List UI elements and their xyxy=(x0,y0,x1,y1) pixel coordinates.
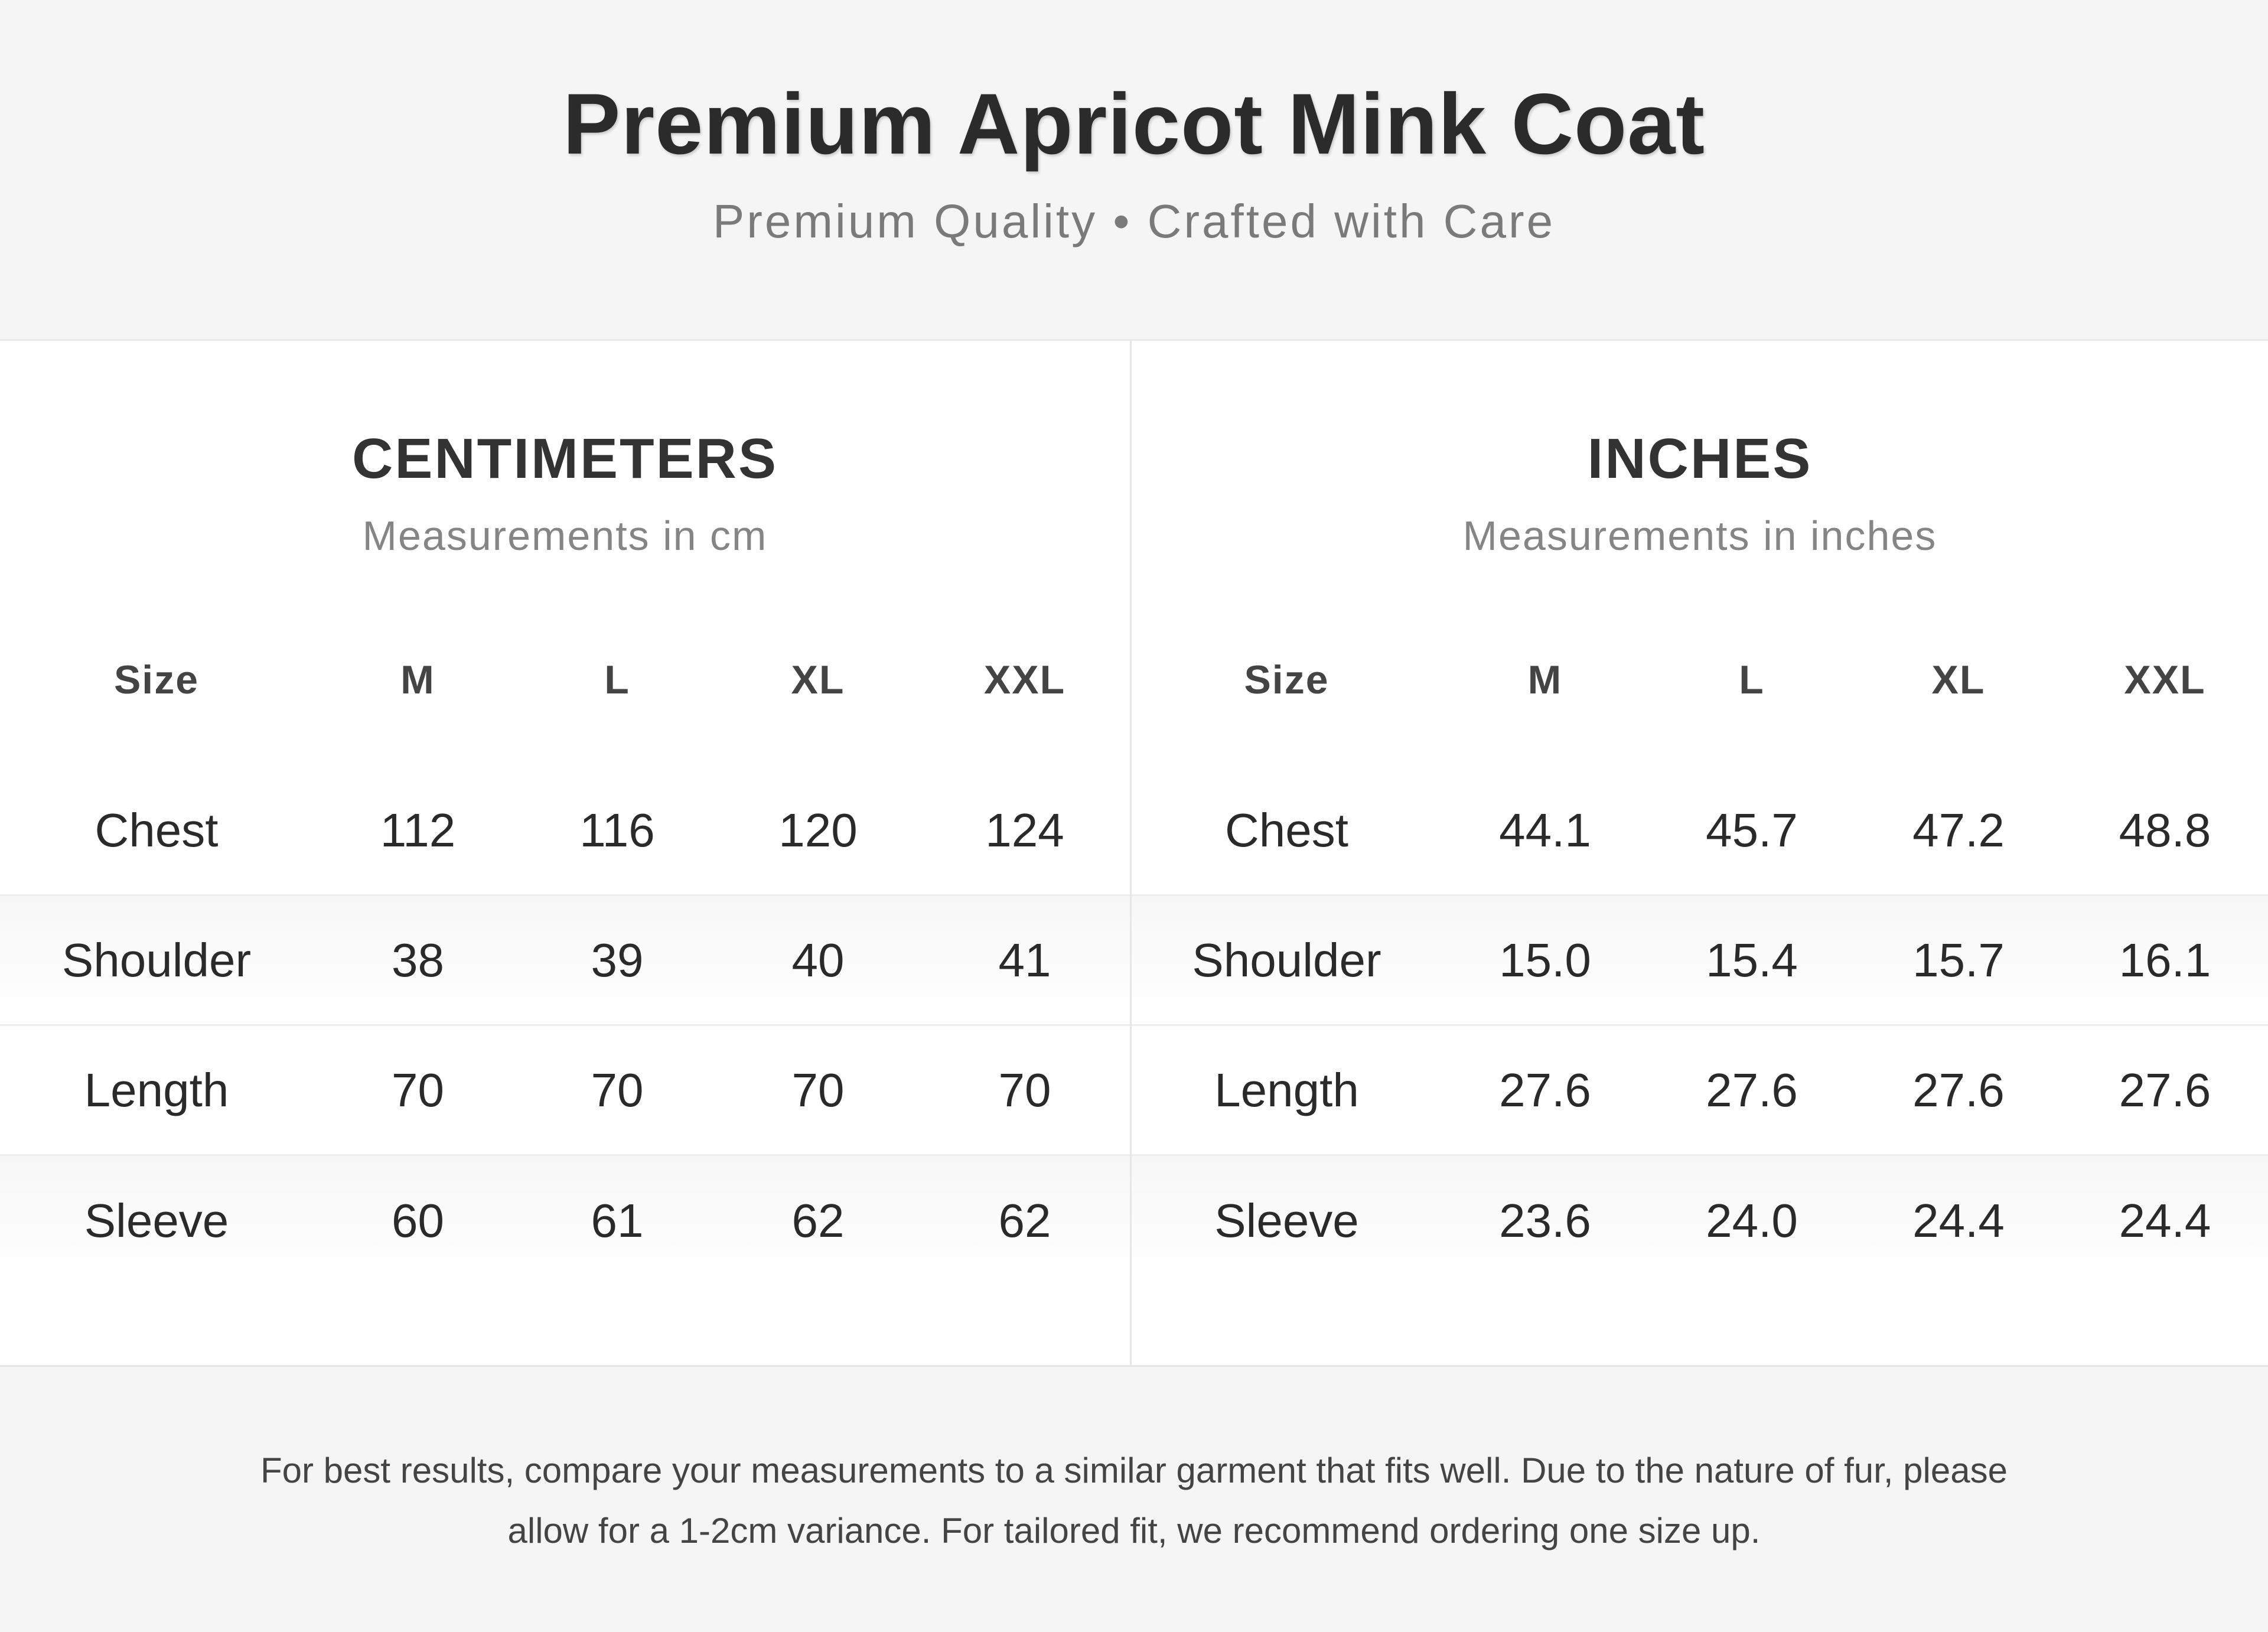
table-row: Shoulder 15.0 15.4 15.7 16.1 xyxy=(1132,896,2268,1026)
table-cell: 112 xyxy=(380,803,456,856)
table-cell: 40 xyxy=(791,933,845,986)
row-label: Shoulder xyxy=(1192,933,1381,986)
table-cell: 62 xyxy=(998,1194,1051,1247)
table-cell: 48.8 xyxy=(2119,803,2211,856)
table-cell: 60 xyxy=(392,1194,444,1247)
table-cell: 15.7 xyxy=(1912,933,2005,986)
column-header-xl: XL xyxy=(1931,657,1986,702)
table-cell: 24.4 xyxy=(2119,1194,2211,1247)
page-header: Premium Apricot Mink Coat Premium Qualit… xyxy=(0,0,2268,339)
table-cell: 23.6 xyxy=(1499,1194,1591,1247)
row-label: Sleeve xyxy=(84,1194,229,1247)
page-title: Premium Apricot Mink Coat xyxy=(562,76,1706,172)
table-header-row: Size M L XL XXL xyxy=(0,621,1130,739)
table-cell: 70 xyxy=(392,1063,444,1116)
table-header-row: Size M L XL XXL xyxy=(1132,621,2268,739)
table-cell: 38 xyxy=(392,933,444,986)
column-header-size: Size xyxy=(1244,657,1329,702)
table-cell: 61 xyxy=(591,1194,644,1247)
table-cell: 24.4 xyxy=(1912,1194,2005,1247)
column-header-l: L xyxy=(604,657,630,702)
inches-panel: INCHES Measurements in inches Size M L X… xyxy=(1132,341,2268,1365)
column-header-xl: XL xyxy=(791,657,845,702)
column-header-m: M xyxy=(1527,657,1563,702)
table-row: Chest 112 116 120 124 xyxy=(0,766,1130,896)
column-header-xxl: XXL xyxy=(2124,657,2206,702)
centimeters-title: CENTIMETERS xyxy=(351,427,778,490)
table-cell: 124 xyxy=(985,803,1064,856)
table-cell: 27.6 xyxy=(2119,1063,2211,1116)
centimeters-panel: CENTIMETERS Measurements in cm Size M L … xyxy=(0,341,1130,1365)
row-label: Sleeve xyxy=(1214,1194,1359,1247)
table-cell: 15.0 xyxy=(1499,933,1591,986)
table-cell: 44.1 xyxy=(1499,803,1591,856)
table-cell: 70 xyxy=(591,1063,644,1116)
column-header-m: M xyxy=(400,657,435,702)
column-header-size: Size xyxy=(113,657,200,702)
table-row: Shoulder 38 39 40 41 xyxy=(0,896,1130,1026)
row-label: Chest xyxy=(94,803,219,856)
table-cell: 27.6 xyxy=(1706,1063,1798,1116)
size-chart: CENTIMETERS Measurements in cm Size M L … xyxy=(0,339,2268,1367)
table-cell: 27.6 xyxy=(1912,1063,2005,1116)
table-cell: 120 xyxy=(778,803,858,856)
table-cell: 47.2 xyxy=(1912,803,2005,856)
column-header-l: L xyxy=(1739,657,1765,702)
table-cell: 27.6 xyxy=(1499,1063,1591,1116)
table-row: Length 27.6 27.6 27.6 27.6 xyxy=(1132,1026,2268,1156)
table-row: Sleeve 60 61 62 62 xyxy=(0,1156,1130,1286)
centimeters-subtitle: Measurements in cm xyxy=(362,513,768,559)
table-row: Length 70 70 70 70 xyxy=(0,1026,1130,1156)
panel-divider xyxy=(1130,341,1132,1365)
table-cell: 39 xyxy=(591,933,644,986)
table-cell: 24.0 xyxy=(1706,1194,1798,1247)
table-cell: 45.7 xyxy=(1706,803,1798,856)
page-subtitle: Premium Quality • Crafted with Care xyxy=(712,195,1556,247)
footer: For best results, compare your measureme… xyxy=(0,1367,2268,1632)
table-cell: 16.1 xyxy=(2119,933,2211,986)
inches-subtitle: Measurements in inches xyxy=(1462,513,1937,559)
table-cell: 15.4 xyxy=(1706,933,1798,986)
table-row: Chest 44.1 45.7 47.2 48.8 xyxy=(1132,766,2268,896)
table-cell: 70 xyxy=(791,1063,845,1116)
row-label: Shoulder xyxy=(61,933,252,986)
inches-title: INCHES xyxy=(1587,427,1813,490)
table-cell: 70 xyxy=(998,1063,1051,1116)
row-label: Length xyxy=(1214,1063,1359,1116)
table-row: Sleeve 23.6 24.0 24.4 24.4 xyxy=(1132,1156,2268,1286)
row-label: Length xyxy=(84,1063,229,1116)
fit-note: For best results, compare your measureme… xyxy=(260,1451,2008,1550)
column-header-xxl: XXL xyxy=(983,657,1066,702)
table-cell: 41 xyxy=(998,933,1051,986)
table-cell: 62 xyxy=(791,1194,845,1247)
table-cell: 116 xyxy=(579,803,655,856)
row-label: Chest xyxy=(1225,803,1348,856)
